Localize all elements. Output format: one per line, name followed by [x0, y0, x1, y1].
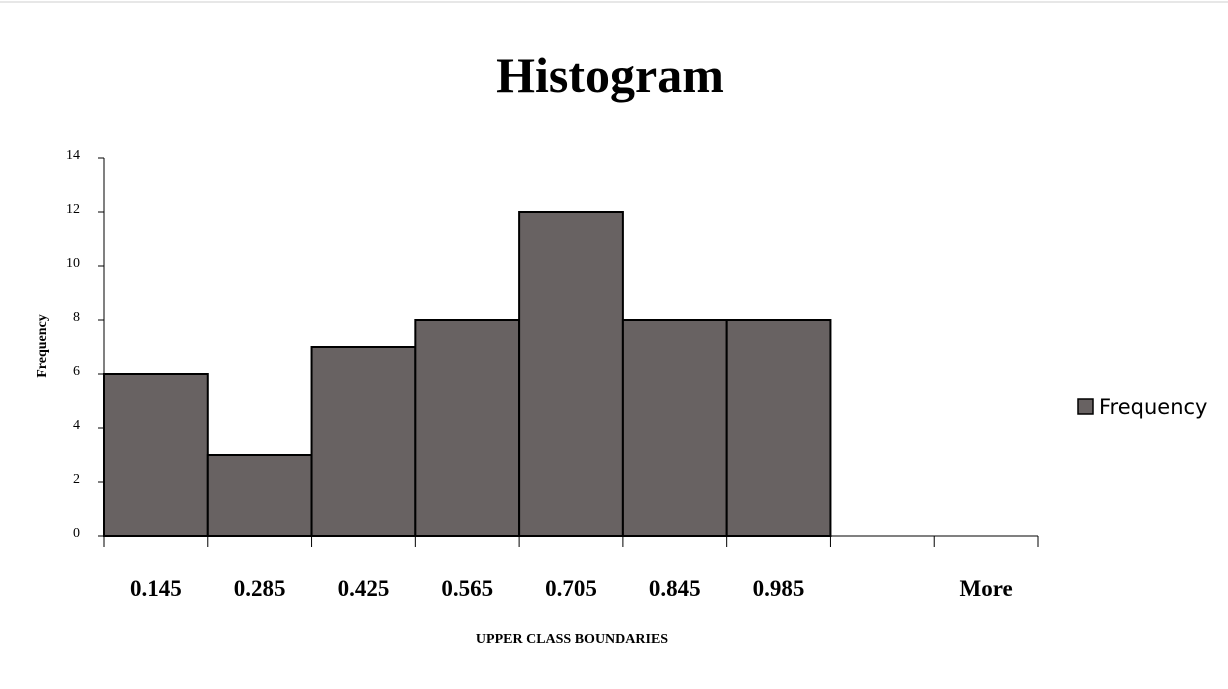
histogram-bar [310, 346, 417, 537]
legend-swatch [1077, 398, 1094, 415]
y-tick-label: 6 [73, 364, 80, 379]
y-tick-label: 8 [73, 310, 80, 325]
x-tick-label: More [960, 576, 1013, 601]
x-tick-label: 0.145 [130, 576, 182, 601]
legend: Frequency [1077, 395, 1208, 419]
histogram-bar [103, 373, 209, 537]
x-tick-label: 0.425 [338, 576, 390, 601]
x-tick-label: 0.985 [753, 576, 805, 601]
y-tick-label: 2 [73, 472, 80, 487]
y-tick-label: 12 [66, 202, 80, 217]
legend-label: Frequency [1099, 395, 1208, 419]
x-tick-label: 0.705 [545, 576, 597, 601]
chart-title: Histogram [496, 47, 724, 103]
x-tick-label: 0.285 [234, 576, 286, 601]
histogram-bar [725, 319, 832, 537]
y-tick-label: 10 [66, 256, 80, 271]
y-tick-label: 4 [73, 418, 80, 433]
x-tick-label: 0.565 [441, 576, 493, 601]
histogram-bar [518, 211, 624, 537]
y-tick-label: 0 [73, 526, 80, 541]
x-tick-label: 0.845 [649, 576, 701, 601]
histogram-bar [621, 319, 728, 537]
x-axis-label: UPPER CLASS BOUNDARIES [476, 632, 668, 647]
y-axis-label: Frequency [35, 314, 50, 378]
y-tick-label: 14 [66, 148, 80, 163]
plot-area: 0 2 4 6 8 10 12 14 0.145 0.285 0.425 0.565 0.705 0.84… [66, 148, 1039, 601]
histogram-bar [206, 454, 313, 537]
histogram-bar [414, 319, 521, 537]
